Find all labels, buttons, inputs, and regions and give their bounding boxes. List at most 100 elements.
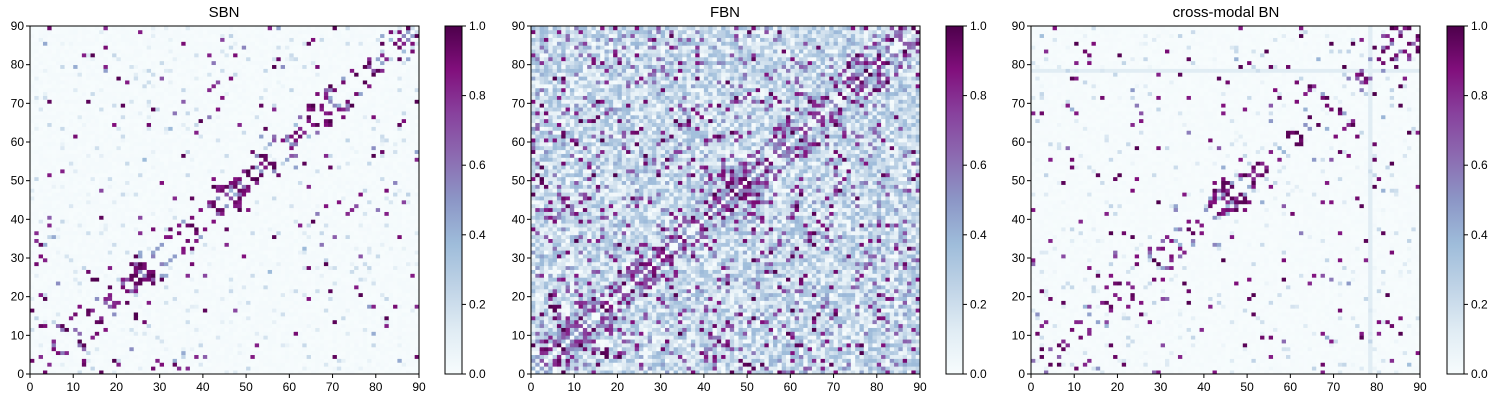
heatmap-cell [311,215,316,219]
heatmap-cell [69,343,74,347]
heatmap-cell [99,308,104,312]
heatmap-cell [276,185,281,189]
heatmap-cell [60,270,65,274]
heatmap-cell [276,200,281,204]
heatmap-cell [207,181,212,185]
heatmap-cell [199,339,204,343]
heatmap-cell [78,308,83,312]
heatmap-cell [328,316,333,320]
heatmap-cell [91,188,96,192]
heatmap-cell [121,212,126,216]
heatmap-cell [371,212,376,216]
heatmap-cell [190,192,195,196]
heatmap-cell [307,316,312,320]
heatmap-cell [242,355,247,359]
heatmap-cell [246,181,251,185]
heatmap-cell [95,258,100,262]
heatmap-cell [315,297,320,301]
heatmap-cell [168,235,173,239]
heatmap-cell [406,239,411,243]
heatmap-cell [225,331,230,335]
heatmap-cell [129,355,134,359]
heatmap-cell [272,215,277,219]
heatmap-cell [311,362,316,366]
heatmap-cell [134,223,139,227]
heatmap-cell [233,262,238,266]
heatmap-cell [69,235,74,239]
heatmap-cell [125,362,130,366]
heatmap-cell [194,219,199,223]
heatmap-cell [116,320,121,324]
heatmap-cell [298,243,303,247]
heatmap-cell [237,277,242,281]
heatmap-cell [69,215,74,219]
heatmap-cell [112,173,117,177]
heatmap-cell [65,308,70,312]
heatmap-cell [263,254,268,258]
heatmap-cell [199,355,204,359]
heatmap-cell [397,185,402,189]
heatmap-cell [268,215,273,219]
heatmap-cell [311,339,316,343]
heatmap-cell [207,188,212,192]
heatmap-cell [376,227,381,231]
heatmap-cell [116,312,121,316]
heatmap-cell [255,335,260,339]
heatmap-cell [99,235,104,239]
heatmap-cell [242,308,247,312]
heatmap-cell [47,208,52,212]
heatmap-cell [216,258,221,262]
heatmap-cell [108,188,113,192]
heatmap-cell [397,277,402,281]
heatmap-cell [160,262,165,266]
heatmap-cell [52,293,57,297]
heatmap-cell [363,331,368,335]
heatmap-cell [397,339,402,343]
heatmap-cell [73,281,78,285]
heatmap-cell [220,173,225,177]
heatmap-cell [112,169,117,173]
heatmap-cell [363,165,368,169]
heatmap-cell [285,262,290,266]
heatmap-cell [43,324,48,328]
heatmap-cell [376,239,381,243]
heatmap-cell [95,239,100,243]
heatmap-cell [402,343,407,347]
heatmap-cell [56,335,61,339]
heatmap-cell [65,239,70,243]
heatmap-cell [410,289,415,293]
heatmap-cell [350,320,355,324]
heatmap-cell [315,223,320,227]
heatmap-cell [358,215,363,219]
heatmap-cell [225,328,230,332]
heatmap-cell [69,185,74,189]
heatmap-cell [246,177,251,181]
heatmap-cell [212,215,217,219]
heatmap-cell [341,297,346,301]
heatmap-cell [207,169,212,173]
heatmap-cell [393,277,398,281]
heatmap-cell [203,169,208,173]
heatmap-cell [281,355,286,359]
heatmap-cell [363,212,368,216]
heatmap-cell [220,231,225,235]
heatmap-cell [194,347,199,351]
heatmap-cell [142,254,147,258]
heatmap-cell [302,177,307,181]
heatmap-cell [216,293,221,297]
heatmap-cell [43,270,48,274]
heatmap-cell [315,308,320,312]
heatmap-cell [281,320,286,324]
heatmap-cell [212,339,217,343]
heatmap-cell [60,157,65,161]
heatmap-cell [160,270,165,274]
heatmap-cell [99,212,104,216]
heatmap-cell [82,347,87,351]
heatmap-cell [371,262,376,266]
heatmap-cell [263,231,268,235]
heatmap-cell [358,192,363,196]
heatmap-cell [276,331,281,335]
heatmap-cell [34,266,39,270]
heatmap-cell [358,212,363,216]
heatmap-cell [259,331,264,335]
